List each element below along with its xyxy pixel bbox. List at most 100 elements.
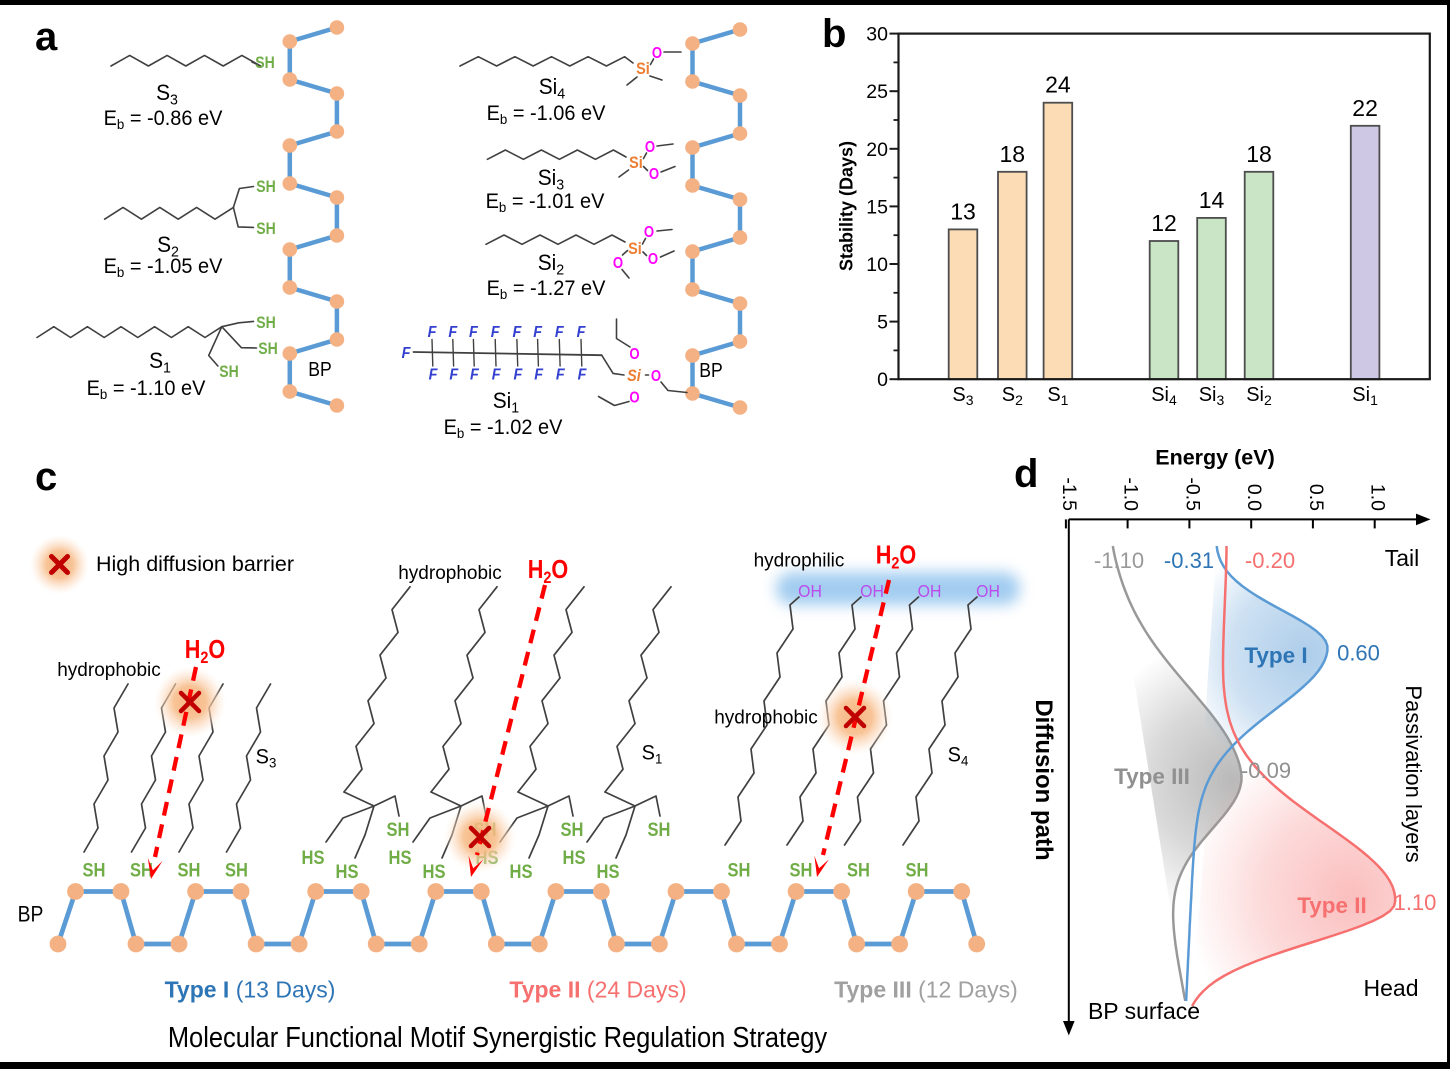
svg-text:O: O [629,390,639,407]
svg-text:OH: OH [860,581,884,601]
svg-text:Head: Head [1364,975,1419,1001]
svg-text:Diffusion path: Diffusion path [1030,699,1057,860]
svg-text:F: F [428,323,437,341]
svg-text:SH: SH [219,363,238,381]
svg-text:14: 14 [1199,187,1225,213]
svg-text:OH: OH [798,581,822,601]
svg-text:BP surface: BP surface [1088,998,1200,1024]
svg-text:-0.20: -0.20 [1245,548,1295,573]
svg-text:18: 18 [1246,141,1272,167]
svg-text:Type III (12 Days): Type III (12 Days) [834,977,1018,1003]
svg-text:F: F [491,323,500,341]
svg-text:F: F [469,323,478,341]
svg-text:F: F [513,323,522,341]
svg-text:25: 25 [866,81,888,103]
svg-text:Eb = -1.10 eV: Eb = -1.10 eV [87,377,206,403]
svg-text:SH: SH [847,859,870,880]
svg-text:F: F [448,323,457,341]
svg-text:F: F [492,366,501,384]
svg-text:Type I (13 Days): Type I (13 Days) [165,977,336,1003]
svg-text:SH: SH [255,54,274,72]
svg-text:Type II (24 Days): Type II (24 Days) [509,977,686,1003]
svg-text:O: O [613,255,623,272]
svg-text:Eb = -1.01 eV: Eb = -1.01 eV [486,190,605,216]
svg-text:-1.10: -1.10 [1094,548,1144,573]
svg-text:-0.31: -0.31 [1164,548,1214,573]
svg-text:High diffusion barrier: High diffusion barrier [96,552,294,576]
svg-text:Si4: Si4 [1151,384,1177,408]
svg-text:SH: SH [256,220,275,238]
svg-text:a: a [35,15,58,59]
svg-text:Eb = -1.02 eV: Eb = -1.02 eV [444,416,563,442]
svg-text:Si: Si [636,60,650,78]
svg-text:Type I: Type I [1244,643,1307,668]
svg-text:BP: BP [18,902,44,926]
svg-text:SH: SH [83,859,106,880]
svg-text:hydrophilic: hydrophilic [754,551,845,572]
svg-text:HS: HS [423,861,446,882]
svg-text:F: F [429,366,438,384]
svg-text:Eb = -1.05 eV: Eb = -1.05 eV [104,255,223,281]
svg-text:13: 13 [950,198,976,224]
svg-text:HS: HS [510,861,533,882]
svg-text:24: 24 [1045,72,1071,98]
svg-text:Eb = -1.06 eV: Eb = -1.06 eV [487,102,606,128]
svg-text:0.5: 0.5 [1305,484,1327,511]
svg-text:F: F [556,366,565,384]
svg-text:Si: Si [627,367,641,385]
svg-text:22: 22 [1352,95,1378,121]
svg-text:SH: SH [728,859,751,880]
svg-text:30: 30 [866,24,888,46]
svg-text:Passivation layers: Passivation layers [1401,685,1426,862]
svg-text:O: O [644,224,654,241]
svg-text:BP: BP [699,359,722,381]
svg-text:F: F [402,344,411,362]
svg-text:OH: OH [976,581,1000,601]
svg-text:HS: HS [563,847,586,868]
svg-text:1.0: 1.0 [1367,484,1389,511]
svg-text:F: F [449,366,458,384]
svg-text:O: O [652,45,662,62]
svg-text:O: O [645,139,655,156]
svg-text:d: d [1014,452,1038,496]
svg-text:0: 0 [877,369,888,391]
svg-text:HS: HS [336,861,359,882]
svg-text:F: F [514,366,523,384]
svg-text:hydrophobic: hydrophobic [398,563,502,584]
svg-text:F: F [578,366,587,384]
svg-text:SH: SH [387,819,410,840]
svg-text:SH: SH [790,859,813,880]
svg-text:F: F [533,323,542,341]
svg-text:12: 12 [1151,210,1177,236]
svg-text:HS: HS [389,847,412,868]
svg-text:Eb = -1.27 eV: Eb = -1.27 eV [487,277,606,303]
svg-text:SH: SH [648,819,671,840]
svg-text:OH: OH [918,581,942,601]
svg-text:H2O: H2O [185,636,226,667]
svg-text:b: b [822,12,846,56]
svg-text:-0.5: -0.5 [1181,477,1203,511]
svg-text:Type II: Type II [1297,893,1367,918]
svg-text:BP: BP [308,358,331,380]
svg-text:Stability (Days): Stability (Days) [837,141,857,271]
svg-text:18: 18 [1000,141,1026,167]
svg-text:SH: SH [130,859,153,880]
svg-text:-0.09: -0.09 [1241,758,1291,783]
svg-text:Si: Si [629,154,643,172]
svg-text:SH: SH [256,314,275,332]
svg-text:-1.0: -1.0 [1120,477,1142,511]
svg-text:F: F [534,366,543,384]
svg-text:Molecular Functional Motif Syn: Molecular Functional Motif Synergistic R… [168,1022,828,1054]
svg-text:15: 15 [866,196,888,218]
svg-text:0.60: 0.60 [1337,641,1380,666]
svg-text:HS: HS [302,847,325,868]
svg-text:20: 20 [866,139,888,161]
svg-text:O: O [629,346,639,363]
svg-text:0.0: 0.0 [1243,484,1265,511]
svg-text:F: F [577,323,586,341]
svg-text:hydrophobic: hydrophobic [714,708,818,729]
svg-text:5: 5 [877,312,888,334]
svg-text:Si: Si [628,240,642,258]
svg-text:SH: SH [906,859,929,880]
svg-text:Type III: Type III [1114,764,1190,789]
